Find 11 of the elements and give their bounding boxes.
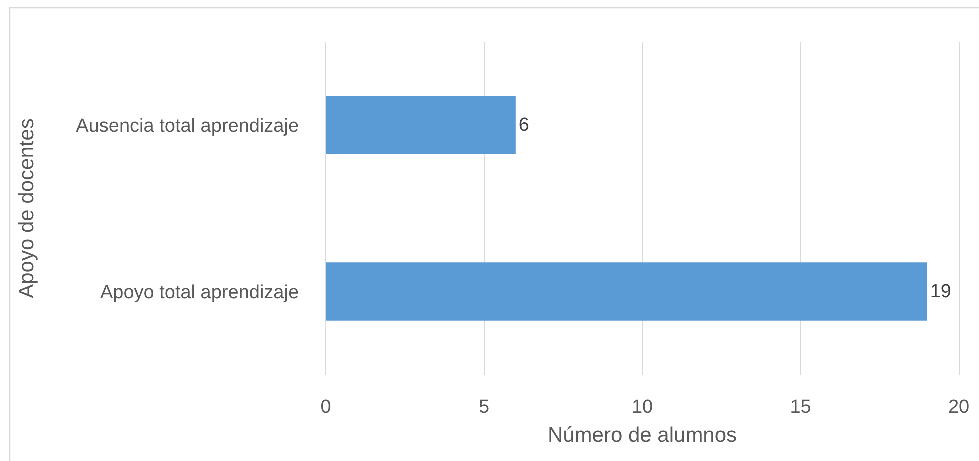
data-label: 6 <box>518 114 530 136</box>
x-axis-title: Número de alumnos <box>548 424 738 448</box>
x-tick-label: 5 <box>478 397 490 418</box>
x-tick-label: 20 <box>948 397 970 418</box>
y-tick-label: Apoyo total aprendizaje <box>100 282 300 304</box>
x-tick-label: 15 <box>790 397 812 418</box>
x-tick-label: 10 <box>632 397 654 418</box>
x-tick-label: 0 <box>320 397 332 418</box>
y-axis-title: Apoyo de docentes <box>15 118 38 298</box>
data-label: 19 <box>930 281 952 302</box>
y-tick-label: Ausencia total aprendizaje <box>76 116 300 137</box>
